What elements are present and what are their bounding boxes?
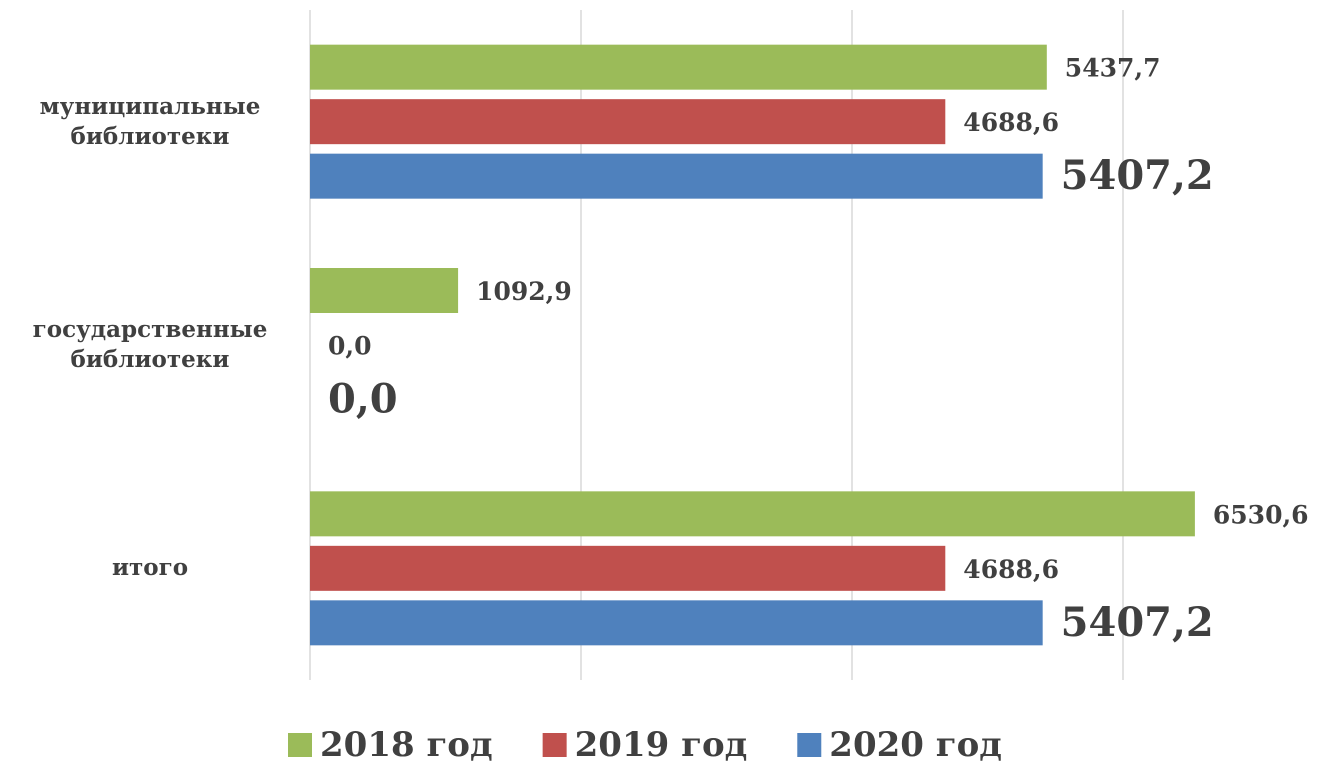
category-label: государственные библиотеки	[32, 316, 268, 373]
bar	[310, 268, 459, 313]
bar	[310, 545, 946, 591]
category-label: итого	[111, 554, 189, 582]
legend-swatch	[288, 733, 312, 757]
data-label: 4688,6	[963, 108, 1059, 137]
data-label: 4688,6	[963, 555, 1059, 584]
data-label: 0,0	[328, 376, 398, 423]
data-label: 1092,9	[476, 277, 572, 306]
legend-label: 2018 год	[320, 725, 493, 765]
bar	[310, 99, 946, 145]
legend-swatch	[797, 733, 822, 757]
bar	[310, 491, 1195, 537]
data-label: 5407,2	[1061, 152, 1214, 199]
legend-label: 2020 год	[829, 725, 1002, 765]
data-label: 5407,2	[1061, 599, 1214, 646]
bar	[310, 600, 1043, 646]
data-label: 0,0	[328, 332, 372, 361]
category-label: муниципальные библиотеки	[39, 92, 261, 150]
bar	[310, 153, 1043, 199]
legend-swatch	[542, 733, 567, 757]
legend-label: 2019 год	[575, 725, 748, 765]
data-label: 5437,7	[1065, 54, 1161, 83]
bar	[310, 44, 1047, 90]
data-label: 6530,6	[1213, 500, 1309, 529]
